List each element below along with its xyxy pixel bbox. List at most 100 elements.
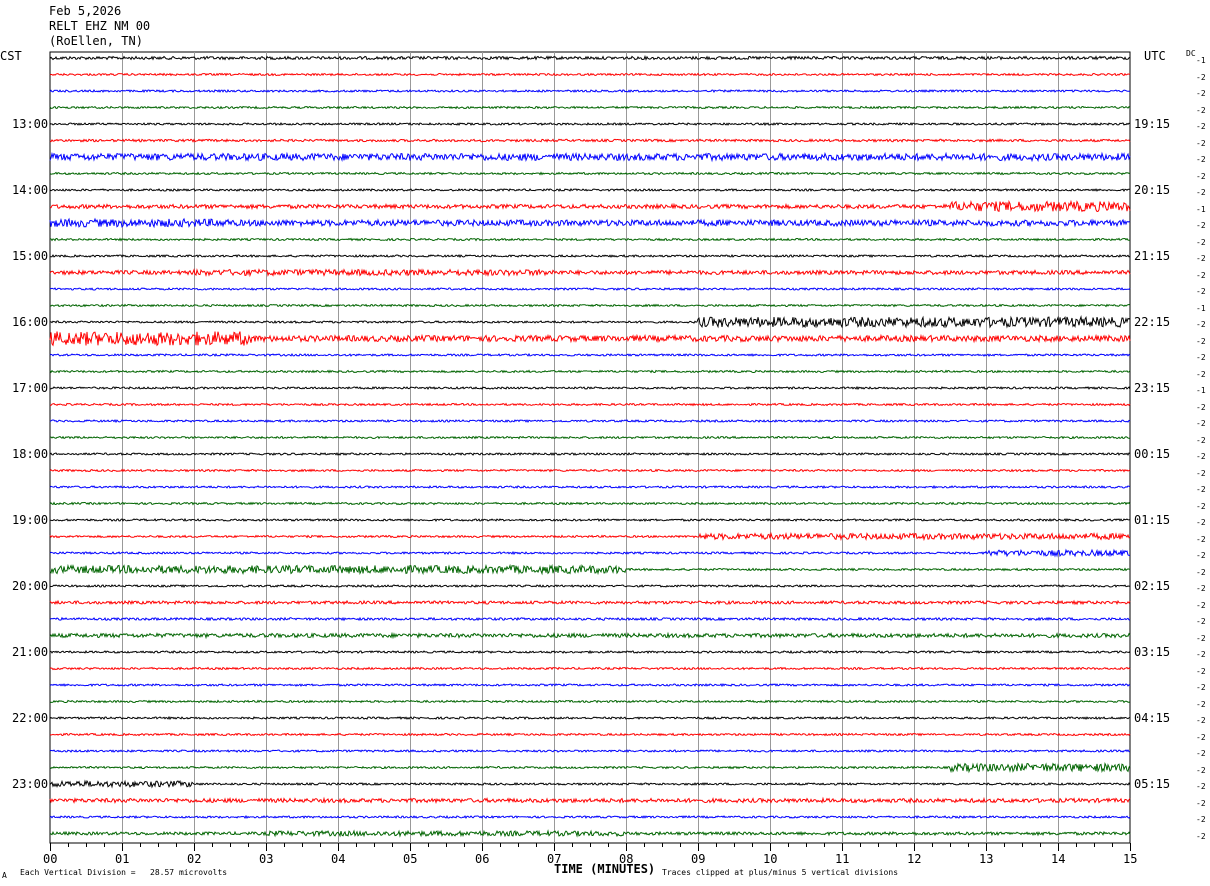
grid-layer [49,51,1131,844]
seismic-trace [49,105,1131,110]
right-hour-label: 02:15 [1134,579,1171,593]
seismic-trace [49,268,1131,278]
seismic-trace [49,531,1131,542]
seismic-trace [49,732,1131,737]
dc-offset-value: -2 [1196,567,1206,577]
dc-offset-value: -2 [1196,683,1206,692]
seismic-trace [49,88,1130,94]
x-tick-label: 12 [907,852,922,866]
dc-offset-value: -2 [1196,699,1206,709]
tick-layer [50,843,1131,851]
dc-offset-value: -2 [1196,89,1206,98]
dc-offset-value: -2 [1196,452,1206,461]
dc-offset-value: -2 [1196,650,1206,659]
seismic-trace [49,171,1131,176]
dc-offset-value: -1 [1196,204,1206,214]
seismic-trace [50,517,1131,523]
dc-offset-value: -2 [1196,518,1206,527]
left-hour-label: 21:00 [12,645,49,659]
seismic-trace [49,303,1131,308]
dc-offset-value: -2 [1196,419,1206,428]
dc-offset-value: -2 [1196,171,1206,181]
seismic-trace [49,715,1131,721]
dc-offset-value: -2 [1196,221,1206,230]
right-hour-label: 23:15 [1134,381,1171,395]
x-tick-label: 14 [1051,852,1066,866]
seismic-trace [49,187,1130,193]
left-hour-label: 18:00 [12,447,49,461]
seismic-trace [49,666,1131,671]
corner-mark: A [2,871,7,880]
dc-offset-value: -2 [1196,155,1206,164]
x-tick-label: 02 [187,852,202,866]
seismic-trace [49,151,1131,163]
dc-offset-value: -2 [1196,320,1206,329]
seismic-trace [49,548,1131,558]
seismic-trace [49,749,1131,753]
seismic-trace [49,796,1131,805]
right-hour-label: 04:15 [1134,711,1171,725]
seismic-trace [49,121,1131,127]
dc-offset-value: -2 [1196,254,1206,263]
seismic-trace [49,199,1131,213]
left-hour-label: 13:00 [12,117,49,131]
seismic-trace [49,54,1131,61]
x-tick-label: 09 [691,852,706,866]
dc-offset-value: -2 [1196,551,1206,560]
seismic-trace [49,315,1131,329]
dc-offset-value: -2 [1196,765,1206,775]
x-tick-label: 08 [619,852,634,866]
seismic-trace [50,253,1131,259]
right-hour-label: 01:15 [1134,513,1171,527]
clip-note: Traces clipped at plus/minus 5 vertical … [662,868,899,877]
right-hour-label: 19:15 [1134,117,1171,131]
seismic-trace [49,369,1131,374]
right-hour-label: 03:15 [1134,645,1171,659]
right-hour-label: 21:15 [1134,249,1171,263]
dc-offset-value: -2 [1196,353,1206,362]
x-tick-label: 05 [403,852,418,866]
seismic-trace [49,402,1131,407]
seismic-trace [49,435,1131,440]
dc-offset-value: -2 [1196,402,1206,412]
seismic-trace [49,814,1131,820]
dc-offset-value: -2 [1196,105,1206,115]
seismic-trace [49,138,1131,143]
left-hour-label: 16:00 [12,315,49,329]
left-hour-label: 17:00 [12,381,49,395]
dc-offset-value: -2 [1196,534,1206,544]
dc-offset-value: -1 [1196,303,1206,313]
seismic-trace [49,779,1131,789]
trace-layer [49,54,1131,838]
x-tick-label: 04 [331,852,346,866]
dc-offset-value: -2 [1196,600,1206,610]
x-tick-label: 01 [115,852,130,866]
seismic-trace [49,599,1131,606]
x-tick-label: 06 [475,852,490,866]
dc-offset-value: -2 [1196,485,1206,494]
seismic-trace [49,287,1131,292]
dc-offset-value: -2 [1196,188,1206,197]
dc-offset-value: -2 [1196,72,1206,82]
scale-note: Each Vertical Division = 28.57 microvolt… [20,868,228,877]
dc-offset-value: -1 [1196,386,1206,395]
left-timezone-label: CST [0,49,22,63]
chart-date: Feb 5,2026 [49,4,122,18]
seismic-trace [49,217,1131,229]
left-hour-label: 23:00 [12,777,49,791]
left-hour-label: 20:00 [12,579,49,593]
left-hour-label: 15:00 [12,249,49,263]
dc-offset-value: -2 [1196,287,1206,296]
seismic-trace [49,385,1131,391]
seismic-trace [49,584,1131,589]
dc-offset-value: -2 [1196,584,1206,593]
seismic-trace [49,563,1131,576]
dc-offset-value: -2 [1196,369,1206,379]
x-tick-label: 11 [835,852,850,866]
dc-offset-value: -2 [1196,798,1206,808]
x-axis-title: TIME (MINUTES) [554,862,656,876]
chart-location: (RoEllen, TN) [49,34,143,48]
seismic-trace [49,484,1131,490]
seismic-trace [49,468,1131,473]
